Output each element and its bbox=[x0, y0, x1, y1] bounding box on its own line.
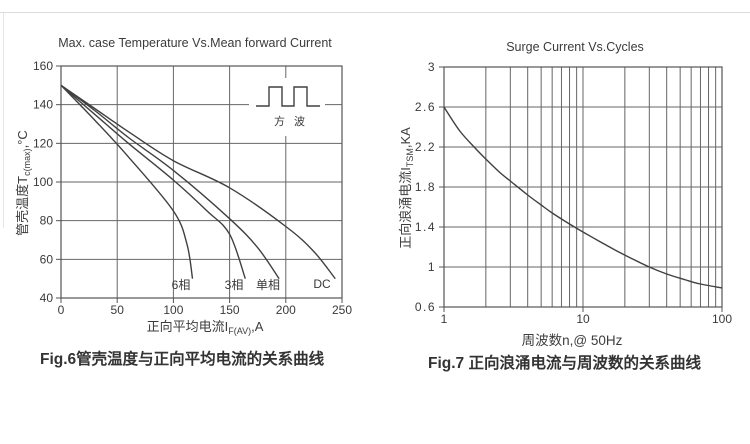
svg-text:160: 160 bbox=[33, 59, 53, 73]
svg-text:50: 50 bbox=[111, 303, 125, 317]
fig7-surge-curve bbox=[443, 106, 723, 289]
fig6-curve-6相 bbox=[60, 84, 194, 279]
fig7-x-axis-label: 周波数n,@ 50Hz bbox=[472, 329, 672, 350]
svg-text:0: 0 bbox=[58, 303, 65, 317]
fig6-axis-ticks bbox=[56, 65, 343, 303]
svg-text:2.2: 2.2 bbox=[415, 140, 436, 154]
fig6-tick-labels: 160 140 120 100 80 60 40 0 50 100 150 200 250 bbox=[33, 59, 352, 317]
fig7-y-axis-label-main: 正向浪涌电流I bbox=[398, 167, 413, 249]
fig6-y-axis-label-sub: c(max) bbox=[22, 148, 32, 176]
fig6-curve-label-6相: 6相 bbox=[172, 278, 191, 292]
svg-text:10: 10 bbox=[576, 312, 590, 326]
fig7-y-axis-label-tail: ,KA bbox=[398, 127, 413, 149]
svg-text:0.6: 0.6 bbox=[415, 300, 436, 314]
fig6-curve-DC bbox=[60, 84, 336, 280]
svg-text:60: 60 bbox=[40, 252, 54, 266]
svg-text:1.4: 1.4 bbox=[415, 220, 436, 234]
fig7-y-axis-label-sub: TSM bbox=[405, 148, 415, 168]
fig6-title: Max. case Temperature Vs.Mean forward Cu… bbox=[58, 36, 332, 50]
page-border-left-line bbox=[3, 13, 4, 228]
fig6-curve-label-3相: 3相 bbox=[225, 278, 244, 292]
svg-text:140: 140 bbox=[33, 98, 53, 112]
svg-text:40: 40 bbox=[40, 291, 54, 305]
fig7-x-axis-label-main: 周波数n,@ 50Hz bbox=[521, 333, 623, 348]
svg-text:1: 1 bbox=[441, 312, 448, 326]
fig7-y-axis-label: 正向浪涌电流ITSM,KA bbox=[398, 108, 415, 268]
fig7-tick-labels: 3 2.6 2.2 1.8 1.4 1 0.6 1 10 100 bbox=[415, 60, 733, 326]
svg-text:100: 100 bbox=[712, 312, 732, 326]
fig7-plot-border bbox=[443, 66, 723, 308]
svg-text:100: 100 bbox=[163, 303, 183, 317]
svg-text:250: 250 bbox=[332, 303, 352, 317]
fig6-x-axis-label-sub: F(AV) bbox=[228, 326, 252, 336]
fig6-x-axis-label-tail: ,A bbox=[251, 319, 264, 334]
fig7-axis-ticks bbox=[439, 66, 723, 312]
fig6-x-axis-label-main: 正向平均电流I bbox=[146, 319, 229, 334]
fig7-surge-vs-cycles-chart: 3 2.6 2.2 1.8 1.4 1 0.6 1 10 100 bbox=[415, 60, 733, 326]
fig6-plot-border bbox=[60, 65, 343, 299]
fig6-curve-3相 bbox=[60, 84, 246, 279]
fig7-caption: Fig.7 正向浪涌电流与周波数的关系曲线 bbox=[428, 355, 701, 372]
svg-text:150: 150 bbox=[220, 303, 240, 317]
fig6-inset-label: 方 波 bbox=[274, 114, 308, 128]
fig6-y-axis-label-main: 管壳温度T bbox=[15, 175, 30, 236]
fig6-inset-background bbox=[249, 78, 325, 136]
svg-text:200: 200 bbox=[276, 303, 296, 317]
fig6-x-axis-label: 正向平均电流IF(AV),A bbox=[100, 316, 310, 336]
fig6-y-axis-label-tail: ,°C bbox=[15, 130, 30, 149]
svg-text:2.6: 2.6 bbox=[415, 100, 436, 114]
page-border-top-line bbox=[0, 12, 750, 13]
svg-text:3: 3 bbox=[428, 60, 436, 74]
square-wave-icon bbox=[256, 86, 320, 107]
svg-text:120: 120 bbox=[33, 136, 53, 150]
svg-text:80: 80 bbox=[40, 214, 54, 228]
fig6-temperature-vs-current-chart: 160 140 120 100 80 60 40 0 50 100 150 200 250 方 波 6相 3相… bbox=[33, 59, 352, 317]
svg-text:1: 1 bbox=[428, 260, 436, 274]
fig7-title: Surge Current Vs.Cycles bbox=[506, 40, 644, 54]
fig7-grid bbox=[443, 66, 723, 308]
fig6-curve-label-单相: 单相 bbox=[256, 278, 280, 292]
fig6-caption: Fig.6管壳温度与正向平均电流的关系曲线 bbox=[40, 351, 325, 368]
svg-text:1.8: 1.8 bbox=[415, 180, 436, 194]
fig6-y-axis-label: 管壳温度Tc(max),°C bbox=[15, 103, 32, 263]
fig6-curve-label-DC: DC bbox=[313, 277, 331, 291]
fig6-curve-单相 bbox=[60, 84, 280, 280]
svg-text:100: 100 bbox=[33, 175, 53, 189]
